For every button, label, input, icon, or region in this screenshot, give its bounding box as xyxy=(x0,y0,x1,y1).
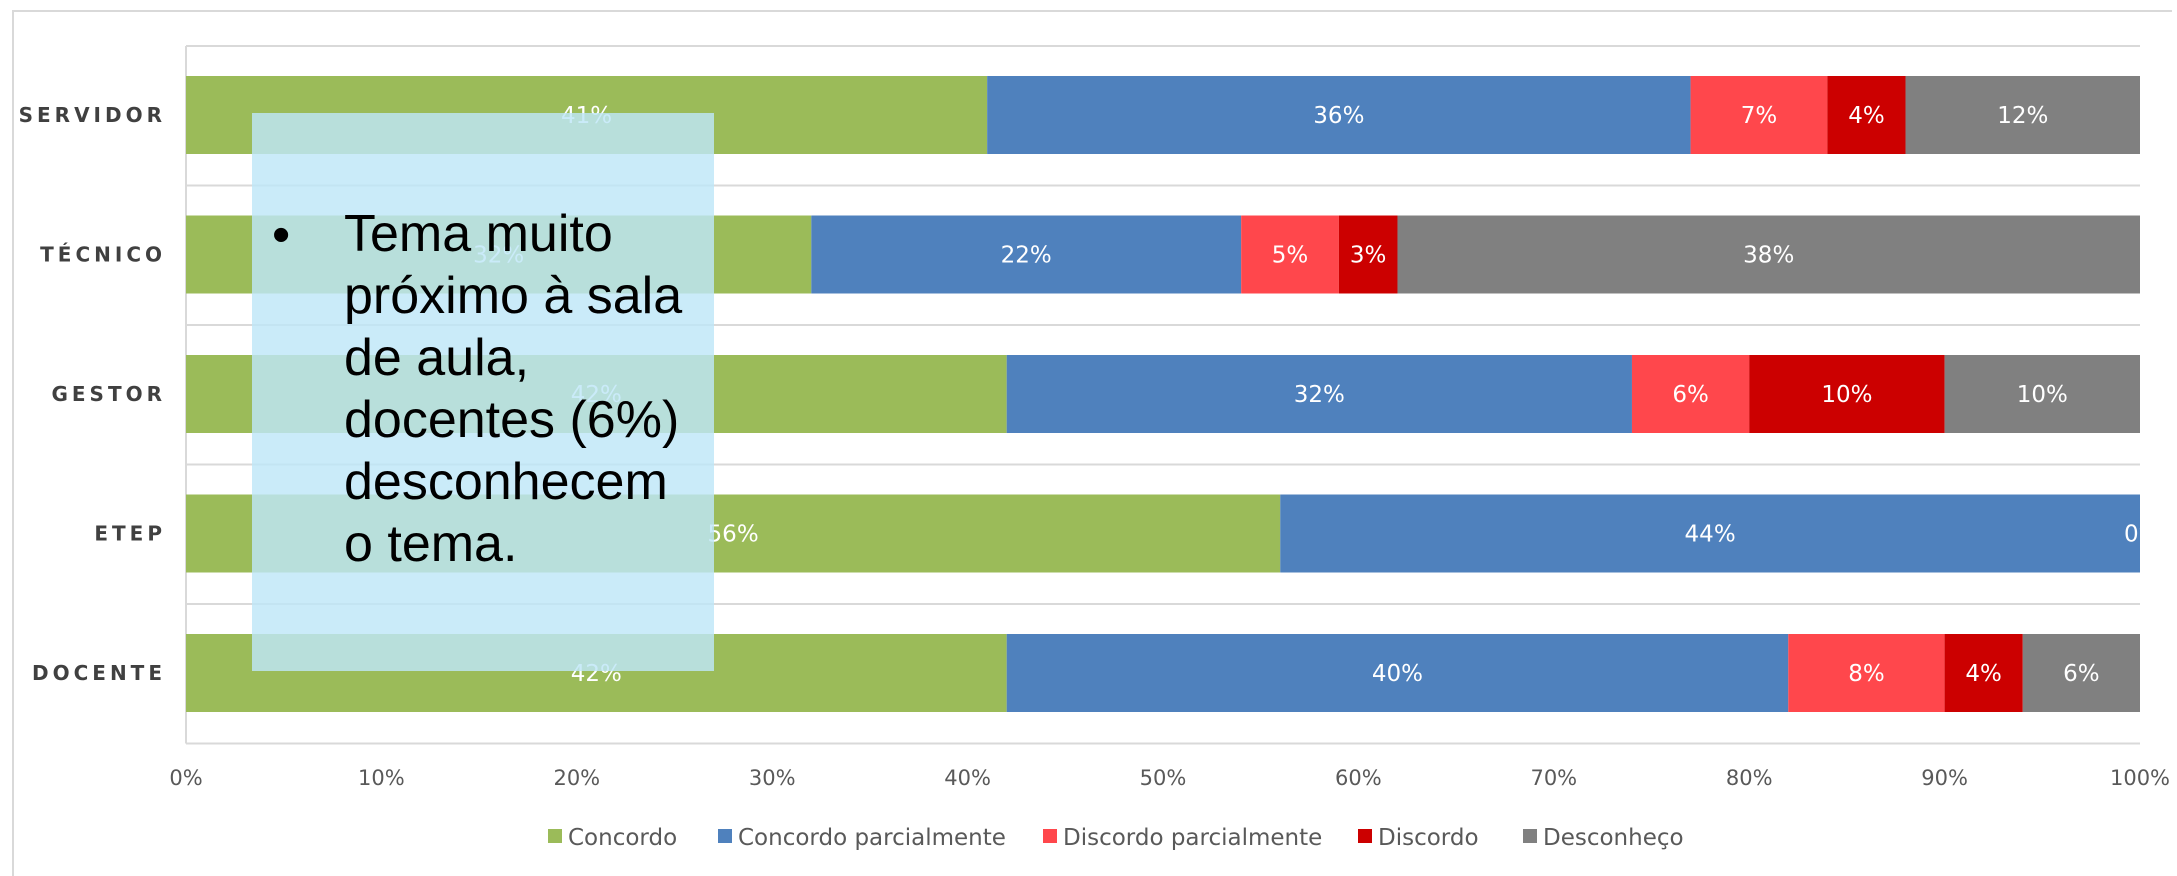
data-label: 7% xyxy=(1741,103,1778,129)
data-label: 10% xyxy=(2017,382,2068,408)
bar-segment xyxy=(1397,215,2140,294)
data-label: 4% xyxy=(1965,661,2002,687)
legend-swatch xyxy=(1358,829,1372,843)
callout-box: • Tema muito próximo à sala de aula, doc… xyxy=(252,113,714,671)
bar-segment xyxy=(1631,355,1750,433)
x-tick-label: 90% xyxy=(1921,766,1968,790)
x-tick-label: 40% xyxy=(944,766,991,790)
legend-label: Concordo parcialmente xyxy=(738,825,1006,851)
category-label: TÉCNICO xyxy=(40,243,166,267)
data-label: 32% xyxy=(1294,382,1345,408)
bar-segment xyxy=(987,76,1691,154)
x-tick-label: 60% xyxy=(1335,766,1382,790)
data-label: 22% xyxy=(1001,243,1052,269)
chart-frame xyxy=(12,10,2172,876)
data-label: 40% xyxy=(1372,661,1423,687)
callout-bullet: • xyxy=(272,206,291,264)
data-label: 44% xyxy=(1685,522,1736,548)
data-label: 56% xyxy=(708,522,759,548)
data-label: 8% xyxy=(1848,661,1885,687)
data-label: 6% xyxy=(2063,661,2100,687)
legend-label: Discordo parcialmente xyxy=(1063,825,1322,851)
data-label: 3% xyxy=(1350,243,1387,269)
category-label: DOCENTE xyxy=(32,661,166,685)
data-label: 36% xyxy=(1313,103,1364,129)
legend-swatch xyxy=(718,829,732,843)
legend-label: Desconheço xyxy=(1543,825,1684,851)
legend-label: Concordo xyxy=(568,825,677,851)
bar-segment xyxy=(2022,634,2140,712)
data-label: 4% xyxy=(1848,103,1885,129)
bar-segment xyxy=(1827,76,1906,154)
data-label: 12% xyxy=(1997,103,2048,129)
x-tick-label: 20% xyxy=(553,766,600,790)
category-label: GESTOR xyxy=(51,382,166,406)
x-tick-label: 10% xyxy=(358,766,405,790)
data-label: 6% xyxy=(1672,382,1709,408)
bar-segment xyxy=(1944,355,2140,433)
callout-text: Tema muito próximo à sala de aula, docen… xyxy=(344,205,683,573)
x-tick-label: 80% xyxy=(1726,766,1773,790)
data-label: 0% xyxy=(2124,522,2161,548)
data-label: 10% xyxy=(1821,382,1872,408)
bar-segment xyxy=(1006,634,1789,712)
x-tick-label: 0% xyxy=(169,766,202,790)
legend-swatch xyxy=(1043,829,1057,843)
category-label: ETEP xyxy=(94,522,166,546)
x-tick-label: 100% xyxy=(2110,766,2170,790)
bar-segment xyxy=(1690,76,1828,154)
x-tick-label: 50% xyxy=(1140,766,1187,790)
legend-swatch xyxy=(548,829,562,843)
x-tick-label: 30% xyxy=(749,766,796,790)
bar-segment xyxy=(1749,355,1945,433)
bar-segment xyxy=(1905,76,2140,154)
bar-segment xyxy=(811,215,1242,294)
legend-swatch xyxy=(1523,829,1537,843)
data-label: 5% xyxy=(1272,243,1309,269)
bar-segment xyxy=(1280,494,2140,573)
bar-segment xyxy=(1241,215,1339,294)
bar-segment xyxy=(1006,355,1632,433)
bar-segment xyxy=(1788,634,1945,712)
category-label: SERVIDOR xyxy=(19,103,166,127)
data-label: 38% xyxy=(1743,243,1794,269)
x-tick-label: 70% xyxy=(1530,766,1577,790)
legend-label: Discordo xyxy=(1378,825,1479,851)
bar-segment xyxy=(1944,634,2023,712)
bar-segment xyxy=(1338,215,1398,294)
